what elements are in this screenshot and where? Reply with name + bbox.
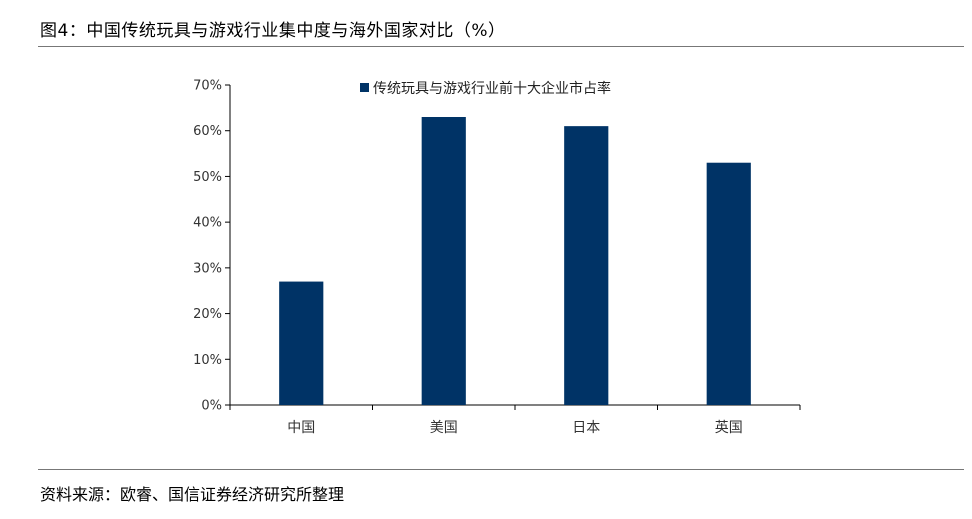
x-axis: 中国 美国 日本 英国	[229, 404, 801, 436]
x-category-label: 中国	[287, 420, 315, 436]
bar	[564, 126, 609, 406]
x-category-label: 日本	[572, 420, 600, 436]
title-divider	[38, 46, 964, 47]
legend: 传统玩具与游戏行业前十大企业市占率	[360, 80, 611, 97]
bars	[279, 117, 751, 406]
y-axis: 0% 10% 20% 30% 40% 50% 60% 70%	[193, 79, 231, 414]
y-tick-label: 20%	[193, 307, 222, 322]
bar	[706, 162, 751, 405]
x-category-label: 英国	[715, 419, 743, 436]
legend-swatch	[360, 83, 369, 92]
source-note: 资料来源：欧睿、国信证券经济研究所整理	[40, 485, 345, 504]
legend-label: 传统玩具与游戏行业前十大企业市占率	[373, 80, 611, 97]
y-tick-label: 60%	[193, 124, 222, 139]
chart-title: 图4：中国传统玩具与游戏行业集中度与海外国家对比（%）	[40, 21, 506, 41]
y-tick-label: 70%	[193, 79, 222, 94]
y-tick-label: 10%	[193, 353, 222, 368]
y-tick-label: 50%	[193, 170, 222, 185]
y-tick-label: 40%	[193, 216, 222, 231]
bar	[279, 281, 324, 405]
y-tick-label: 30%	[193, 261, 222, 276]
bar	[421, 117, 466, 405]
source-divider	[38, 469, 964, 470]
y-tick-label: 0%	[201, 399, 222, 414]
x-category-label: 美国	[430, 420, 458, 436]
